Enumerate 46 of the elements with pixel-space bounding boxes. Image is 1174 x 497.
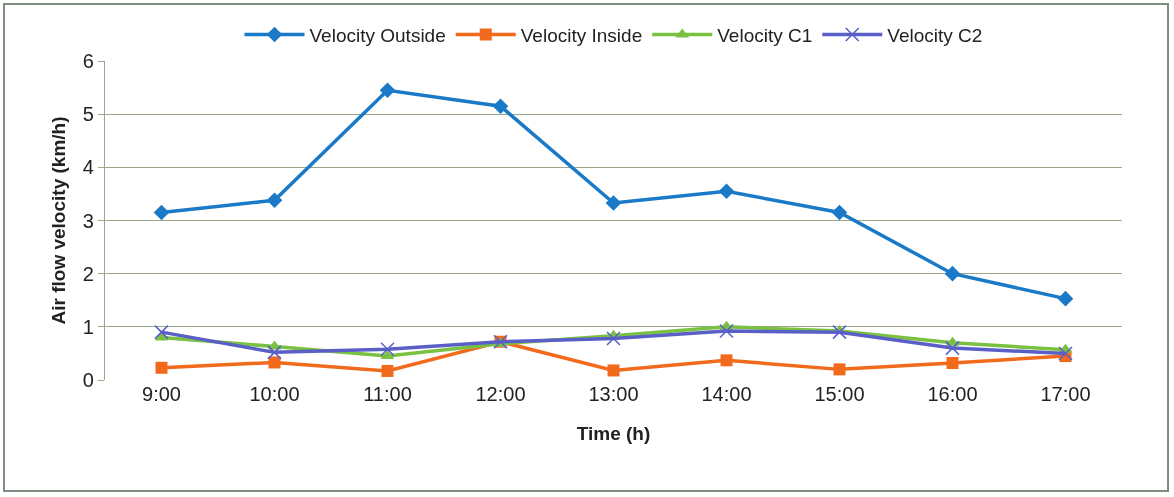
point [607,364,620,377]
x-tick-label: 9:00 [142,383,181,405]
point [944,265,961,282]
x-tick-label: 16:00 [927,383,978,405]
point [153,204,170,221]
point [268,356,281,369]
point [155,361,168,374]
x-axis-title: Time (h) [576,422,651,444]
point [720,354,733,367]
x-tick-label: 13:00 [588,383,639,405]
point [719,323,734,339]
legend-label: Velocity C2 [887,24,983,46]
point [381,364,394,377]
y-tick-label: 5 [82,103,94,126]
point [718,183,735,200]
y-tick-label: 3 [82,209,94,232]
y-tick-label: 0 [82,369,94,391]
point [380,341,395,357]
x-tick-label: 10:00 [249,383,300,405]
point [832,324,847,340]
x-tick-label: 12:00 [475,383,526,405]
legend-label: Velocity Outside [309,24,446,46]
y-axis-title: Air flow velocity (km/h) [47,116,69,325]
x-tick-label: 17:00 [1040,383,1091,405]
y-tick-label: 6 [82,50,94,72]
point [946,356,959,369]
x-tick-label: 15:00 [814,383,865,405]
point [379,82,396,99]
point [267,345,282,360]
legend-label: Velocity C1 [717,24,813,46]
point [492,98,509,114]
point [605,195,622,211]
y-tick-label: 4 [82,156,94,179]
y-tick-label: 1 [82,315,94,338]
point [154,324,169,340]
point [831,204,848,221]
point [833,363,846,376]
point [945,340,960,356]
y-tick-label: 2 [82,262,94,285]
point [606,331,621,346]
legend-label: Velocity Inside [520,24,643,46]
x-tick-label: 14:00 [701,383,752,405]
point [1058,346,1073,361]
point [266,192,283,209]
point [1057,290,1074,307]
x-tick-label: 11:00 [363,383,412,405]
